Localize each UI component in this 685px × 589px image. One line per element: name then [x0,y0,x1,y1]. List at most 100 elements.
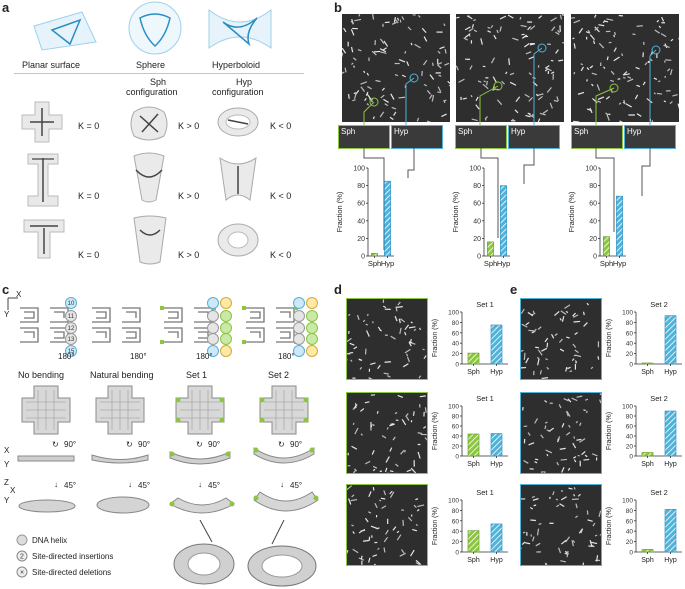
x-tick-label: Hyp [381,259,394,268]
bar-chart-b1: Fraction (%) 0 20 40 60 80 100 Sph Hyp [335,166,394,269]
origami-tilted-set-1 [169,497,235,514]
y-tick-label: 40 [452,529,460,536]
origami-top-set-1 [175,385,225,435]
angle-180-4: 180° [278,352,295,361]
origami-top-natural-bending [95,385,145,435]
legend-insertions: Site-directed insertions [32,552,114,561]
axis-y-label: Y [4,310,10,319]
chart-title: Set 1 [476,488,494,497]
sph-header-line2: configuration [126,87,178,97]
y-tick-label: 80 [589,183,597,190]
angle-90-3: 90° [208,440,221,449]
y-tick-label: 40 [626,434,634,441]
row3-sph-k: K > 0 [178,250,200,260]
angle-90-4: 90° [290,440,303,449]
y-tick-label: 20 [357,236,365,243]
thumb-b1-hyp: Hyp [391,125,443,149]
y-tick-label: 0 [455,362,459,369]
rotate-icon: ↻ [126,440,133,449]
t-tile-hyp [217,223,259,257]
y-tick-label: 100 [469,166,481,173]
axis-z-label: Z [4,478,9,487]
sphere-illustration [128,1,182,55]
bar-chart-b2: Fraction (%) 0 20 40 60 80 100 Sph Hyp [451,166,510,269]
hyperboloid-illustration [208,8,272,49]
axis-y-label-3: Y [4,496,10,505]
y-tick-label: 40 [452,341,460,348]
deletion-legend-icon: × [16,566,28,578]
micrograph-b1 [342,14,450,122]
helix-number-column-set1 [207,297,232,357]
angle-90-1: 90° [64,440,77,449]
surface-label-hyperboloid: Hyperboloid [212,60,261,70]
x-tick-label: Hyp [664,461,677,468]
origami-tilted-no-bending [18,499,76,513]
y-tick-label: 0 [455,454,459,461]
angle-45-2: 45° [138,481,151,490]
y-tick-label: 100 [448,404,459,411]
y-tick-label: 0 [629,454,633,461]
y-tick-label: 100 [585,166,597,173]
header-natural-bending: Natural bending [90,370,154,380]
panel-a-letter: a [2,0,10,15]
t-tile-flat [23,219,65,259]
tilt-icon: ↓ [128,480,132,489]
y-tick-label: 60 [626,518,634,525]
y-tick-label: 60 [473,201,481,208]
tilt-icon: ↓ [280,480,284,489]
origami-tilted-set-2 [253,491,319,512]
helix-number-column-set2 [293,297,318,357]
row2-planar-k: K = 0 [78,191,100,201]
y-axis-label: Fraction (%) [335,191,344,232]
axis-x-label-3: X [10,486,16,495]
thumb-b2-sph: Sph [455,125,507,149]
legend-dna-helix: DNA helix [32,536,68,545]
bar-chart-e1: Set 2 Fraction (%) 0 20 40 60 80 100 Sph Hyp [606,300,682,376]
y-tick-label: 100 [622,310,633,317]
panel-b-letter: b [334,0,342,15]
i-tile-hyp [219,156,257,201]
helix-number-column-1: 10 11 12 13 15 [65,297,77,357]
x-tick-label: Sph [600,259,613,268]
panel-a-divider [14,73,304,74]
origami-top-set-2 [259,385,309,435]
helix-label: 11 [68,314,75,320]
y-tick-label: 0 [629,362,633,369]
y-tick-label: 60 [626,330,634,337]
bar-sph [641,549,654,553]
y-tick-label: 20 [452,539,460,546]
y-tick-label: 20 [589,236,597,243]
y-tick-label: 0 [477,254,481,261]
chart-title: Set 1 [476,300,494,309]
y-tick-label: 60 [626,424,634,431]
angle-45-1: 45° [64,481,77,490]
y-tick-label: 20 [626,351,634,358]
bar-hyp [500,185,507,257]
angle-180-1: 180° [58,352,75,361]
angle-180-3: 180° [196,352,213,361]
header-set-2: Set 2 [268,370,290,380]
x-tick-label: Sph [484,259,497,268]
bar-hyp [616,195,623,257]
y-axis-label: Fraction (%) [606,507,613,545]
dna-helix-legend-icon [16,534,28,546]
y-tick-label: 60 [452,424,460,431]
header-set-1: Set 1 [186,370,208,380]
y-tick-label: 40 [473,218,481,225]
i-tile-flat [27,153,59,207]
row1-planar-k: K = 0 [78,121,100,131]
header-no-bending: No bending [18,370,65,380]
row1-hyp-k: K < 0 [270,121,292,131]
y-tick-label: 20 [626,444,634,451]
y-tick-label: 20 [452,351,460,358]
y-tick-label: 100 [622,498,633,505]
row2-hyp-k: K < 0 [270,191,292,201]
micrograph-b2 [456,14,564,122]
y-tick-label: 100 [448,498,459,505]
y-tick-label: 100 [622,404,633,411]
y-axis-label: Fraction (%) [432,507,439,545]
row3-hyp-k: K < 0 [270,250,292,260]
y-tick-label: 0 [361,254,365,261]
y-tick-label: 100 [353,166,365,173]
bar-chart-d1: Set 1 Fraction (%) 0 20 40 60 80 100 Sph Hyp [432,300,508,376]
